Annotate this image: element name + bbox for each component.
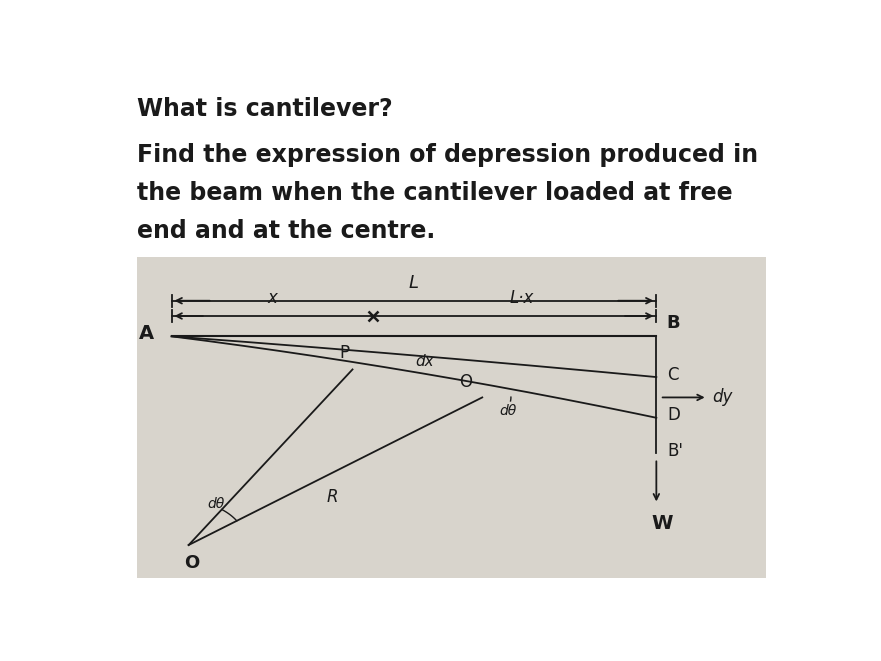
Text: P: P [339, 344, 349, 362]
Text: What is cantilever?: What is cantilever? [137, 97, 393, 121]
Text: dx: dx [415, 354, 433, 369]
Text: O: O [184, 554, 200, 572]
Text: x: x [267, 289, 278, 307]
Text: dy: dy [713, 389, 733, 407]
Text: R: R [327, 488, 338, 506]
Text: B': B' [667, 442, 684, 460]
Text: dθ: dθ [500, 403, 516, 418]
Text: C: C [667, 366, 678, 383]
Text: end and at the centre.: end and at the centre. [137, 219, 436, 243]
Bar [137, 258, 766, 578]
Text: A: A [139, 325, 154, 343]
Text: dθ: dθ [207, 496, 225, 511]
Text: L·x: L·x [509, 289, 534, 307]
Text: L: L [409, 274, 419, 292]
Text: B: B [667, 314, 680, 332]
Text: O: O [459, 373, 472, 391]
Text: the beam when the cantilever loaded at free: the beam when the cantilever loaded at f… [137, 181, 733, 205]
Text: Find the expression of depression produced in: Find the expression of depression produc… [137, 143, 759, 167]
Text: D: D [667, 407, 680, 424]
Text: W: W [651, 514, 672, 533]
